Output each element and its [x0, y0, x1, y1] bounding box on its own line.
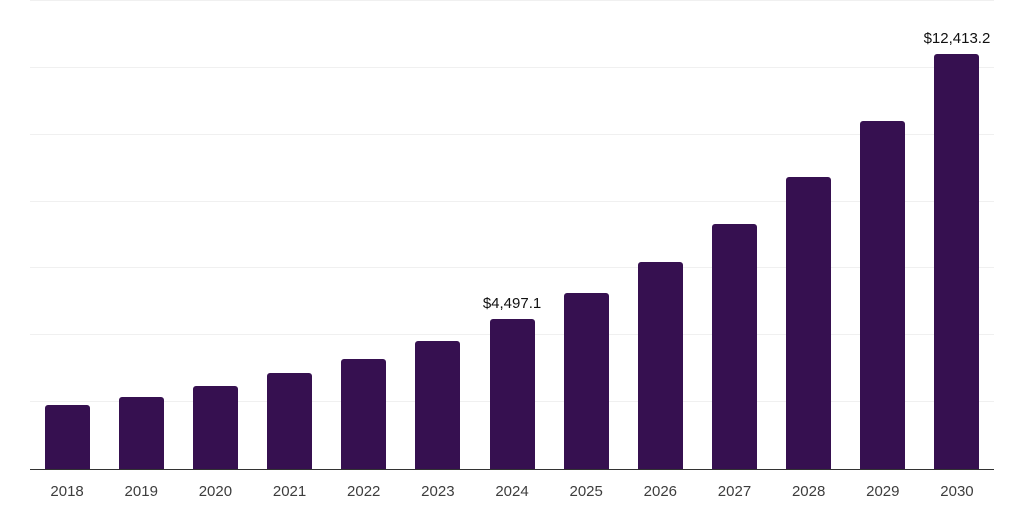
bar-2022	[341, 358, 387, 469]
bar-2025	[563, 292, 609, 469]
bar-slot	[401, 1, 475, 469]
bar-2019	[118, 397, 164, 469]
x-tick-2028: 2028	[791, 483, 826, 500]
bar-slot	[697, 1, 771, 469]
x-tick-2024: 2024	[495, 483, 529, 500]
bar-slot: $12,413.2	[920, 1, 994, 469]
bar-2018	[44, 405, 90, 469]
gridline	[30, 200, 994, 202]
bars-container: $4,497.1 $12,413.2	[30, 1, 994, 469]
bar-2029	[860, 121, 906, 469]
bar-slot	[30, 1, 104, 469]
bar-slot	[327, 1, 401, 469]
bar-2027	[711, 223, 757, 469]
gridline	[30, 0, 994, 1]
bar-value-label-2024: $4,497.1	[482, 294, 542, 312]
bar-slot	[846, 1, 920, 469]
gridline	[30, 267, 994, 269]
x-tick-2021: 2021	[272, 483, 307, 500]
bar-slot	[104, 1, 178, 469]
bar-slot	[252, 1, 326, 469]
bar-2028	[786, 177, 832, 469]
plot-area: $4,497.1 $12,413.2	[30, 0, 994, 470]
x-axis-tick-labels: 2018 2019 2020 2021 2022 2023 2024 2025 2026 2027…	[30, 484, 994, 500]
bar-slot	[178, 1, 252, 469]
x-tick-2019: 2019	[124, 483, 158, 500]
x-tick-2025: 2025	[569, 483, 603, 500]
bar-2020	[192, 386, 238, 469]
bar-slot	[623, 1, 697, 469]
bar-slot: $4,497.1	[475, 1, 549, 469]
x-tick-2022: 2022	[347, 483, 381, 500]
gridline	[30, 66, 994, 68]
bar-2030	[934, 54, 980, 469]
x-tick-2030: 2030	[940, 483, 974, 500]
bar-2021	[267, 372, 313, 469]
bar-slot	[772, 1, 846, 469]
bar-2026	[637, 261, 683, 469]
x-tick-2029: 2029	[866, 483, 900, 500]
gridline	[30, 133, 994, 135]
bar-2024	[489, 318, 535, 469]
x-tick-2018: 2018	[50, 483, 84, 500]
x-tick-2020: 2020	[198, 483, 233, 500]
x-tick-2023: 2023	[421, 483, 455, 500]
x-tick-2026: 2026	[643, 483, 678, 500]
bar-2023	[415, 340, 461, 469]
x-tick-2027: 2027	[717, 483, 752, 500]
bar-value-label-2030: $12,413.2	[923, 30, 991, 48]
bar-slot	[549, 1, 623, 469]
